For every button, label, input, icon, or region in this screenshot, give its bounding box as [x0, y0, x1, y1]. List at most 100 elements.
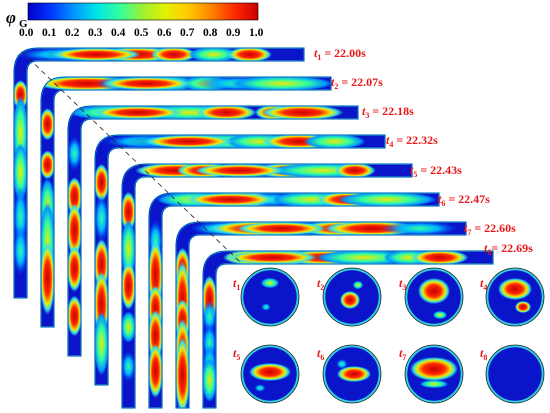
time-label-7: t7 = 22.60s	[464, 221, 516, 237]
pipe-outline	[148, 192, 440, 409]
phase-blob	[227, 251, 318, 264]
time-label-symbol: t	[484, 241, 488, 255]
cross-section-label-subscript: 2	[320, 283, 324, 292]
pipe-outline	[94, 134, 386, 386]
colorbar-tick-label: 0.9	[226, 27, 241, 39]
phase-blob	[68, 245, 82, 292]
phase-blob	[227, 48, 272, 62]
cross-section-wall-film	[323, 345, 381, 403]
pipe-outline	[67, 105, 359, 357]
cross-section-label-4: t4	[480, 276, 487, 292]
phase-blob	[68, 295, 82, 337]
phase-blob	[68, 177, 82, 216]
time-label-subscript: 1	[317, 53, 321, 62]
colorbar-ticks: 0.0 0.1 0.2 0.3 0.4 0.5 0.6 0.7 0.8 0.9 1.0	[19, 27, 264, 39]
phase-blob	[95, 311, 109, 376]
phase-blob	[410, 357, 458, 381]
pipe-phase-field	[122, 164, 378, 382]
time-label-subscript: 7	[467, 228, 471, 237]
phase-blob	[337, 366, 371, 382]
cross-section-wall-film	[486, 345, 544, 403]
phase-blob	[41, 241, 55, 315]
cross-section-label-subscript: 7	[402, 353, 406, 362]
phase-blob	[515, 301, 531, 313]
time-label-symbol: t	[386, 133, 390, 147]
phase-blob	[336, 359, 348, 369]
phase-blob	[188, 48, 239, 62]
phase-blob	[14, 142, 28, 202]
phase-blob	[203, 300, 217, 334]
cross-section-label-symbol: t	[480, 346, 484, 360]
phase-blob	[203, 357, 217, 403]
colorbar-tick-label: 0.5	[134, 27, 149, 39]
cross-section-disk	[486, 345, 544, 403]
cross-section-phase-field	[261, 278, 279, 311]
cross-section-label-symbol: t	[399, 346, 403, 360]
phase-blob	[51, 48, 142, 61]
colorbar-symbol-subscript: G	[19, 18, 28, 30]
phase-blob	[334, 164, 376, 178]
phase-blob	[68, 136, 82, 171]
pipe-phase-field	[41, 77, 331, 315]
colorbar-tick-label: 0.1	[42, 27, 57, 39]
cross-section-disk	[241, 268, 299, 326]
phase-blob	[122, 191, 136, 232]
pipe-outline	[175, 221, 467, 409]
time-label-4: t4 = 22.32s	[386, 133, 438, 149]
phase-blob	[122, 219, 136, 279]
phase-blob	[41, 150, 55, 180]
colorbar-tick-label: 0.6	[157, 27, 172, 39]
cross-section-outline	[404, 267, 464, 327]
phase-blob	[353, 281, 363, 289]
cross-section-phase-field	[410, 357, 458, 388]
cross-section-4	[485, 267, 545, 327]
phase-blob	[418, 278, 450, 304]
pipe-phase-field	[14, 48, 272, 276]
time-label-8: t8= 22.69s	[484, 241, 533, 257]
phase-blob	[176, 336, 190, 408]
phase-blob	[433, 311, 447, 319]
pipe-snapshots	[13, 47, 494, 409]
time-label-symbol: t	[438, 192, 442, 206]
cross-section-label-subscript: 4	[483, 283, 487, 292]
cross-section-label-7: t7	[399, 346, 406, 362]
colorbar-tick-label: 0.8	[203, 27, 218, 39]
cross-section-phase-field	[340, 281, 363, 309]
cross-section-phase-field	[418, 278, 450, 319]
time-label-value: = 22.32s	[393, 133, 438, 147]
cross-section-3	[404, 267, 464, 327]
phase-blob	[194, 164, 285, 177]
colorbar: φ G 0.0 0.1 0.2 0.3 0.4 0.5 0.6 0.7 0.8 0.9 1.0	[6, 2, 264, 39]
phase-blob	[254, 384, 266, 392]
time-label-symbol: t	[314, 46, 318, 60]
phase-blob	[249, 363, 291, 381]
colorbar-tick-label: 0.0	[19, 27, 34, 39]
phase-blob	[41, 108, 55, 141]
phase-blob	[261, 106, 344, 120]
phase-blob	[196, 106, 257, 120]
cross-section-label-subscript: 6	[320, 353, 324, 362]
cross-section-outline	[404, 344, 464, 404]
cross-section-outline	[485, 344, 545, 404]
cross-section-wall-film	[241, 268, 299, 326]
time-label-symbol: t	[331, 75, 335, 89]
phase-blob	[420, 380, 448, 388]
colorbar-tick-label: 0.3	[88, 27, 103, 39]
cross-section-label-subscript: 1	[236, 283, 240, 292]
time-label-value: = 22.69s	[491, 241, 533, 255]
time-label-1: t1 = 22.00s	[314, 46, 366, 62]
cross-section-wall-film	[405, 345, 463, 403]
phase-blob	[101, 77, 192, 90]
pipe-2	[40, 76, 332, 328]
time-label-value: = 22.60s	[471, 221, 516, 235]
phase-blob	[337, 193, 437, 207]
cross-section-wall-film	[405, 268, 463, 326]
pipe-6	[148, 192, 440, 409]
pipe-7	[175, 221, 467, 409]
time-label-value: = 22.43s	[417, 163, 462, 177]
pipe-outline	[202, 250, 494, 409]
time-label-value: = 22.47s	[445, 192, 490, 206]
cross-section-2	[322, 267, 382, 327]
cross-section-label-3: t3	[399, 276, 406, 292]
cross-section-phase-field	[336, 359, 371, 382]
